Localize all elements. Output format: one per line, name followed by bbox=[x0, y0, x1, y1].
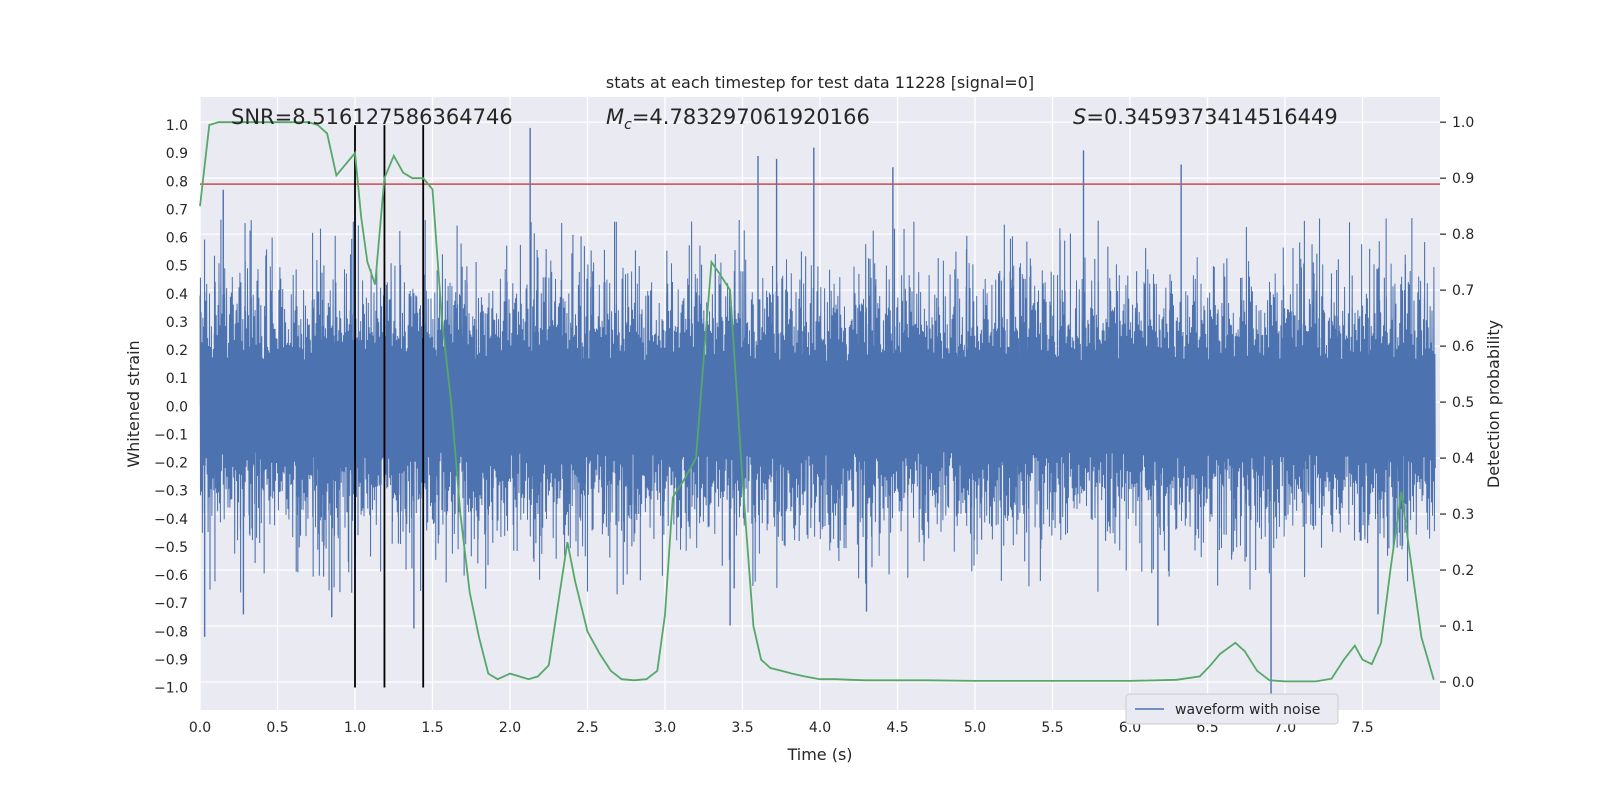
x-tick-label: 3.5 bbox=[731, 720, 753, 736]
right-tick-label: 0.8 bbox=[1452, 227, 1474, 243]
snr-annotation: SNR=8.516127586364746 bbox=[231, 105, 513, 129]
right-tick-label: 0.3 bbox=[1452, 507, 1474, 523]
left-tick-label: 0.6 bbox=[166, 231, 188, 247]
left-tick-label: −0.2 bbox=[154, 456, 188, 472]
left-axis-ticks: 1.0 0.9 0.8 0.7 0.6 0.5 0.4 0.3 0.2 0.1 0.0 −0.1 −0.… bbox=[154, 118, 188, 696]
right-tick-label: 0.1 bbox=[1452, 619, 1474, 635]
right-axis-ticks: 1.0 0.9 0.8 0.7 0.6 0.5 0.4 0.3 0.2 0.1 0.0 bbox=[1440, 115, 1474, 691]
left-tick-label: 0.8 bbox=[166, 174, 188, 190]
s-annotation: S=0.3459373414516449 bbox=[1073, 105, 1338, 129]
left-tick-label: −0.6 bbox=[154, 568, 188, 584]
left-tick-label: 0.1 bbox=[166, 371, 188, 387]
left-tick-label: 0.3 bbox=[166, 315, 188, 331]
x-tick-label: 3.0 bbox=[654, 720, 676, 736]
left-tick-label: −0.9 bbox=[154, 652, 188, 668]
left-tick-label: −0.8 bbox=[154, 624, 188, 640]
legend: waveform with noise bbox=[1125, 693, 1339, 725]
left-tick-label: 0.9 bbox=[166, 146, 188, 162]
left-tick-label: −0.7 bbox=[154, 596, 188, 612]
x-tick-label: 7.5 bbox=[1351, 720, 1373, 736]
left-tick-label: 0.2 bbox=[166, 343, 188, 359]
left-tick-label: 0.4 bbox=[166, 287, 188, 303]
x-tick-label: 5.0 bbox=[964, 720, 986, 736]
x-tick-label: 1.5 bbox=[421, 720, 443, 736]
left-tick-label: −0.5 bbox=[154, 540, 188, 556]
x-tick-label: 2.0 bbox=[499, 720, 521, 736]
left-tick-label: −0.1 bbox=[154, 427, 188, 443]
probability-series bbox=[199, 121, 1435, 683]
x-tick-label: 4.0 bbox=[809, 720, 831, 736]
right-tick-label: 0.0 bbox=[1452, 675, 1474, 691]
left-tick-label: −1.0 bbox=[154, 681, 188, 697]
left-axis-label: Whitened strain bbox=[124, 340, 143, 467]
x-axis-label: Time (s) bbox=[786, 745, 852, 764]
chirp-mass-annotation: Mc=4.783297061920166 bbox=[606, 105, 870, 133]
right-tick-label: 0.4 bbox=[1452, 451, 1474, 467]
x-tick-label: 0.5 bbox=[266, 720, 288, 736]
left-tick-label: 0.7 bbox=[166, 202, 188, 218]
x-tick-label: 5.5 bbox=[1041, 720, 1063, 736]
vertical-markers bbox=[354, 125, 425, 688]
right-tick-label: 0.6 bbox=[1452, 339, 1474, 355]
left-tick-label: −0.3 bbox=[154, 484, 188, 500]
left-tick-label: 1.0 bbox=[166, 118, 188, 134]
chart-title: stats at each timestep for test data 112… bbox=[606, 73, 1034, 92]
left-tick-label: −0.4 bbox=[154, 512, 188, 528]
x-tick-label: 1.0 bbox=[344, 720, 366, 736]
right-axis-label: Detection probability bbox=[1484, 320, 1503, 488]
probability-line bbox=[199, 121, 1435, 683]
right-tick-label: 0.2 bbox=[1452, 563, 1474, 579]
left-tick-label: 0.0 bbox=[166, 399, 188, 415]
x-tick-label: 0.0 bbox=[189, 720, 211, 736]
right-tick-label: 0.7 bbox=[1452, 283, 1474, 299]
x-tick-label: 2.5 bbox=[576, 720, 598, 736]
waveform-series bbox=[199, 127, 1436, 702]
right-tick-label: 1.0 bbox=[1452, 115, 1474, 131]
legend-label: waveform with noise bbox=[1175, 702, 1320, 718]
right-tick-label: 0.9 bbox=[1452, 171, 1474, 187]
left-tick-label: 0.5 bbox=[166, 259, 188, 275]
legend-box bbox=[1125, 693, 1339, 725]
right-tick-label: 0.5 bbox=[1452, 395, 1474, 411]
x-tick-label: 4.5 bbox=[886, 720, 908, 736]
